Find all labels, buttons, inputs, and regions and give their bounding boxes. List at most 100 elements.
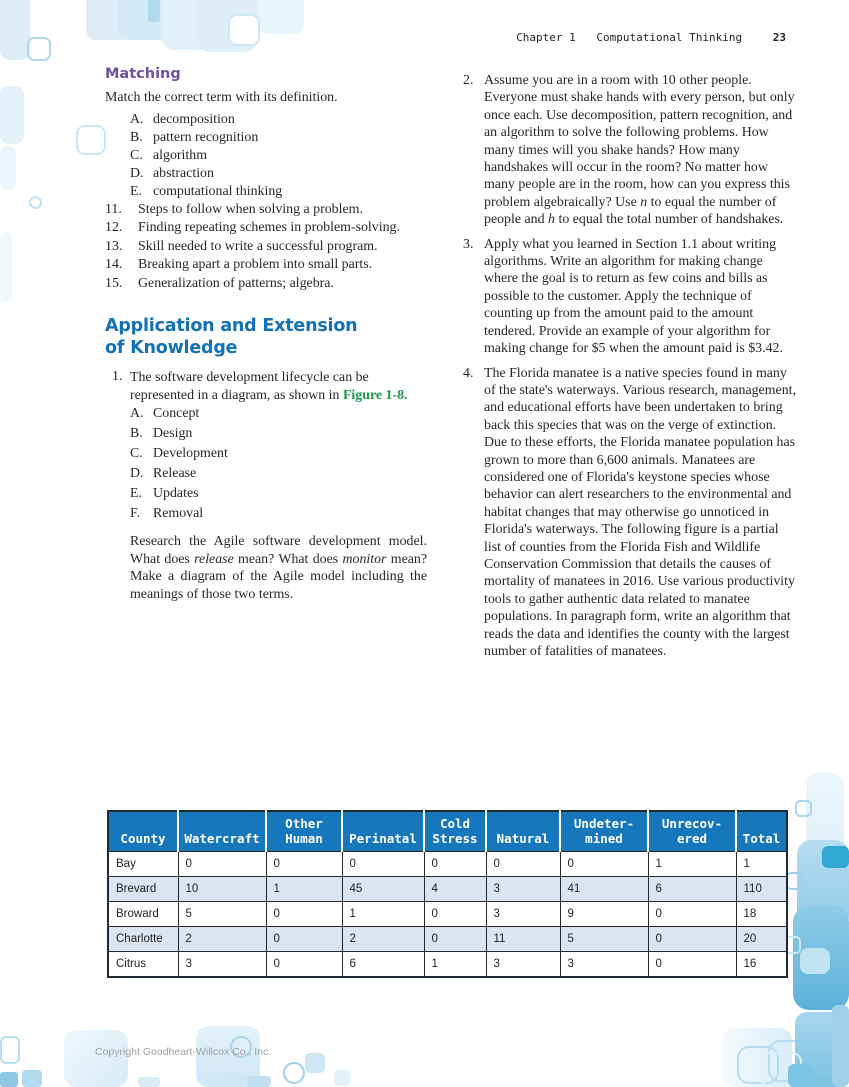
table-cell: 0 (177, 851, 267, 877)
table-cell: 9 (559, 901, 649, 927)
application-heading: Application and Extension of Knowledge (105, 316, 358, 358)
mortality-table: County Watercraft Other Human Perinatal Cold… (107, 810, 788, 978)
table-cell: 0 (265, 951, 343, 977)
table-cell: 41 (559, 876, 649, 902)
left-column: Matching Match the correct term with its… (105, 66, 427, 604)
table-cell: Citrus (107, 951, 179, 977)
table-cell: 0 (423, 851, 487, 877)
figure-reference-link[interactable]: Figure 1-8. (342, 387, 408, 403)
term-label: D. (130, 166, 144, 181)
table-cell: 0 (647, 901, 737, 927)
table-header-cell: Total (735, 811, 787, 852)
decor-square (22, 1070, 42, 1087)
table-row: Citrus 3 0 6 1 3 3 0 16 (107, 951, 788, 977)
question-number: 12. (105, 220, 123, 236)
table-cell: 0 (265, 901, 343, 927)
table-cell: 3 (559, 951, 649, 977)
question-text: The software development lifecycle can b… (130, 370, 369, 403)
option-item: D. Release (130, 466, 197, 482)
decor-square (0, 0, 30, 60)
question-number: 2. (463, 73, 474, 88)
table-cell: 1 (341, 901, 425, 927)
question-text: Assume you are in a room with 10 other p… (484, 73, 795, 228)
table-cell: 16 (735, 951, 788, 977)
table-row: Charlotte 2 0 2 0 11 5 0 20 (107, 926, 788, 952)
table-cell: 4 (423, 876, 487, 902)
term-item: C. algorithm (105, 147, 427, 165)
question-number: 1. (112, 369, 123, 385)
table-cell: 0 (559, 851, 649, 877)
decor-square-outline (0, 1036, 20, 1064)
term-item: A. decomposition (105, 111, 427, 129)
decor-square (722, 1028, 792, 1087)
decor-square (0, 1072, 18, 1087)
table-header-cell: Undeter- mined (559, 811, 648, 852)
table-cell: 6 (341, 951, 425, 977)
table-cell: 0 (423, 901, 487, 927)
copyright-notice: Copyright Goodheart-Willcox Co., Inc. (95, 1046, 272, 1058)
decor-square (788, 1064, 814, 1087)
term-item: B. pattern recognition (105, 129, 427, 147)
table-cell: 0 (423, 926, 487, 952)
table-header-cell: County (108, 811, 178, 852)
term-label: E. (130, 184, 142, 199)
application-question-2: 2. Assume you are in a room with 10 othe… (463, 72, 796, 229)
decor-square-outline (795, 800, 812, 817)
decor-square (0, 232, 12, 302)
table-cell: Brevard (107, 876, 179, 902)
table-cell: 11 (485, 926, 561, 952)
table-cell: 1 (735, 851, 788, 877)
table-cell: Broward (107, 901, 179, 927)
term-text: decomposition (153, 112, 235, 127)
decor-square (822, 846, 849, 868)
application-question-1: 1. The software development lifecycle ca… (105, 369, 427, 604)
option-item: C. Development (130, 446, 228, 462)
matching-question: 13. Skill needed to write a successful p… (105, 238, 427, 256)
application-question-3: 3. Apply what you learned in Section 1.1… (463, 236, 796, 358)
decor-square (138, 1077, 160, 1087)
table-cell: 1 (265, 876, 343, 902)
decor-square-outline (228, 14, 260, 46)
decor-square (800, 948, 830, 974)
option-item: E. Updates (130, 486, 199, 502)
agile-paragraph: Research the Agile software development … (130, 534, 428, 602)
table-header-cell: Unrecov- ered (647, 811, 736, 852)
term-item: E. computational thinking (105, 183, 427, 201)
table-cell: 5 (177, 901, 267, 927)
matching-question: 11. Steps to follow when solving a probl… (105, 201, 427, 219)
question-number: 13. (105, 238, 123, 254)
table-row: Broward 5 0 1 0 3 9 0 18 (107, 901, 788, 927)
question-text: Skill needed to write a successful progr… (138, 238, 378, 254)
chapter-title: Computational Thinking (596, 31, 743, 44)
table-cell: 0 (265, 851, 343, 877)
table-cell: 0 (647, 926, 737, 952)
table-cell: 1 (647, 851, 737, 877)
table-cell: 3 (485, 901, 561, 927)
table-row: Bay 0 0 0 0 0 0 1 1 (107, 851, 788, 877)
decor-square (148, 0, 160, 22)
term-text: computational thinking (153, 184, 283, 199)
matching-heading: Matching (105, 66, 181, 82)
decor-square (64, 1030, 128, 1087)
question-text: Apply what you learned in Section 1.1 ab… (484, 236, 783, 357)
table-cell: 0 (265, 926, 343, 952)
decor-square (0, 86, 24, 144)
decor-square (832, 1005, 849, 1087)
term-label: C. (130, 148, 143, 163)
table-cell: 3 (485, 876, 561, 902)
decor-square-outline (76, 125, 106, 155)
decor-square (334, 1070, 350, 1086)
table-cell: 18 (735, 901, 788, 927)
table-cell: 3 (485, 951, 561, 977)
table-header-cell: Perinatal (341, 811, 424, 852)
right-column: 2. Assume you are in a room with 10 othe… (463, 72, 796, 667)
decor-circle-outline (230, 1036, 252, 1058)
matching-question: 14. Breaking apart a problem into small … (105, 256, 427, 274)
table-cell: 1 (423, 951, 487, 977)
table-cell: 2 (177, 926, 267, 952)
question-number: 15. (105, 275, 123, 291)
matching-question: 12. Finding repeating schemes in problem… (105, 219, 427, 237)
matching-intro: Match the correct term with its definiti… (105, 90, 338, 105)
question-number: 11. (105, 202, 122, 217)
